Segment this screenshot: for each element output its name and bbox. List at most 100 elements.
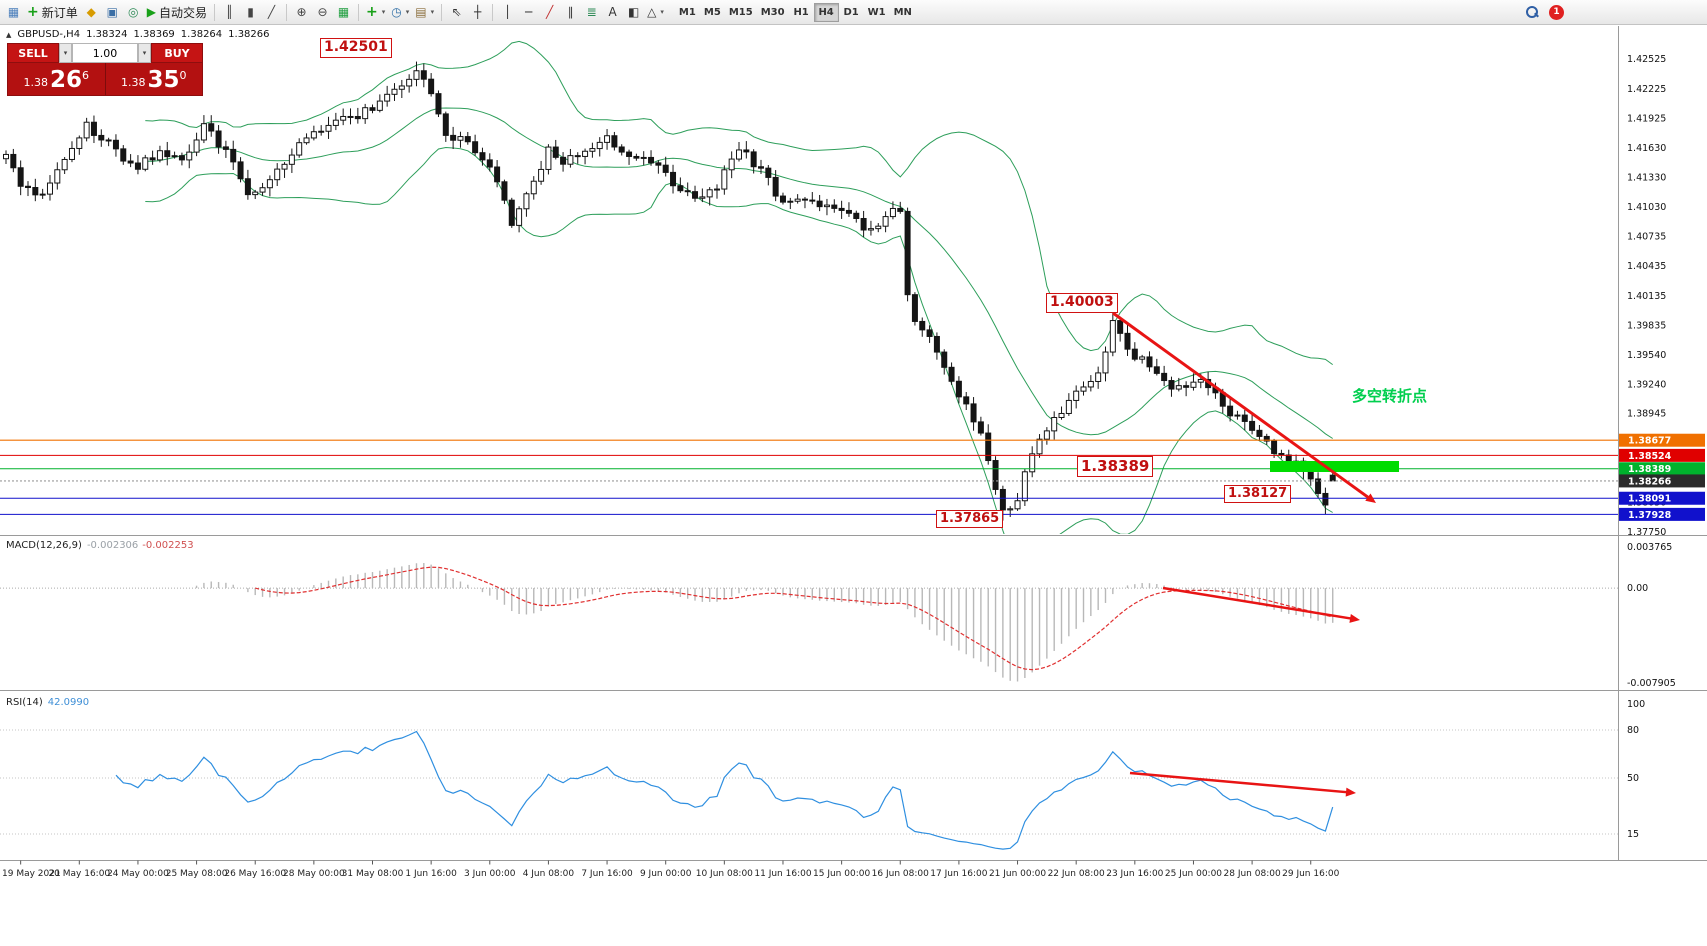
line-chart-icon[interactable]: ╱ <box>261 2 282 23</box>
volume-input[interactable] <box>72 43 138 63</box>
new-order-button[interactable]: + 新订单 <box>24 2 81 23</box>
vertical-line-icon-glyph: │ <box>503 5 512 19</box>
chart-annotation[interactable]: 多空转折点 <box>1352 387 1428 405</box>
y-axis-label: 1.38945 <box>1627 409 1666 420</box>
new-chart-icon[interactable]: ▦ <box>3 2 24 23</box>
horizontal-line-icon-glyph: ─ <box>524 5 533 19</box>
periods-icon[interactable]: ◷ ▾ <box>388 2 412 23</box>
market-watch-icon[interactable]: ◆ <box>81 2 102 23</box>
cursor-icon[interactable]: ⇖ <box>446 2 467 23</box>
symbol-info: ▲ GBPUSD-,H4 1.38324 1.38369 1.38264 1.3… <box>6 29 270 40</box>
time-axis-label: 26 May 16:00 <box>224 869 286 879</box>
channel-icon[interactable]: ∥ <box>560 2 581 23</box>
timeframe-w1[interactable]: W1 <box>867 6 886 18</box>
templates-icon[interactable]: ▤ ▾ <box>412 2 437 23</box>
time-axis-label: 24 May 00:00 <box>107 869 169 879</box>
navigator-icon[interactable]: ▣ <box>102 2 123 23</box>
vertical-line-icon[interactable]: │ <box>497 2 518 23</box>
search-button[interactable] <box>1522 2 1543 23</box>
crosshair-icon[interactable]: ┼ <box>467 2 488 23</box>
time-axis-label: 29 Jun 16:00 <box>1282 869 1339 879</box>
notification-badge[interactable]: 1 <box>1549 4 1564 20</box>
autotrade-button-label: 自动交易 <box>158 5 207 20</box>
candlestick-chart-icon[interactable]: ▮ <box>240 2 261 23</box>
macd-label: MACD(12,26,9) -0.002306 -0.002253 <box>6 540 194 551</box>
buy-price[interactable]: 1.38 35 0 <box>106 63 203 95</box>
price-row: 1.38 26 6 1.38 35 0 <box>7 63 203 96</box>
sell-price[interactable]: 1.38 26 6 <box>8 63 105 95</box>
svg-text:1.38091: 1.38091 <box>1628 494 1671 505</box>
sell-button[interactable]: SELL <box>7 43 59 63</box>
price-callout[interactable]: 1.42501 <box>320 38 392 58</box>
timeframe-d1[interactable]: D1 <box>843 6 859 18</box>
label-icon[interactable]: ◧ <box>623 2 644 23</box>
ohlc-close: 1.38266 <box>228 29 270 40</box>
indicators-add-icon[interactable]: + ▾ <box>363 2 388 23</box>
price-tag: 1.38389 <box>1619 462 1705 476</box>
timeframe-m5[interactable]: M5 <box>703 6 721 18</box>
market-watch-icon-glyph: ◆ <box>86 5 96 19</box>
zoom-out-icon[interactable]: ⊖ <box>312 2 333 23</box>
zoom-in-icon-glyph: ⊕ <box>296 5 307 19</box>
buy-price-prefix: 1.38 <box>120 76 146 89</box>
highlight-zone[interactable] <box>1270 461 1399 472</box>
price-callout[interactable]: 1.38389 <box>1077 456 1154 477</box>
buy-button[interactable]: BUY <box>151 43 203 63</box>
rsi-axis-label: 50 <box>1627 773 1639 784</box>
zoom-in-icon[interactable]: ⊕ <box>291 2 312 23</box>
svg-text:1.38266: 1.38266 <box>1628 476 1672 487</box>
timeframe-m15[interactable]: M15 <box>728 6 753 18</box>
tile-windows-icon[interactable]: ▦ <box>333 2 354 23</box>
time-axis-label: 31 May 08:00 <box>342 869 404 879</box>
ohlc-low: 1.38264 <box>180 29 223 40</box>
trendline-icon[interactable]: ╱ <box>539 2 560 23</box>
svg-text:1.38524: 1.38524 <box>1628 451 1672 462</box>
fibonacci-icon[interactable]: ≣ <box>581 2 602 23</box>
shapes-icon[interactable]: △ ▾ <box>644 2 667 23</box>
bar-chart-icon[interactable]: ║ <box>219 2 240 23</box>
rsi-value: 42.0990 <box>47 697 90 708</box>
search-icon <box>1526 5 1539 19</box>
timeframe-mn[interactable]: MN <box>893 6 912 18</box>
periods-icon-glyph: ◷ <box>391 5 402 19</box>
trade-row: SELL ▾ ▾ BUY <box>7 43 203 63</box>
price-tag: 1.38677 <box>1619 433 1705 447</box>
navigator-icon-glyph: ▣ <box>106 5 118 19</box>
sell-caret-button[interactable]: ▾ <box>59 43 72 63</box>
price-callout[interactable]: 1.38127 <box>1224 485 1292 504</box>
trend-arrow[interactable] <box>1112 311 1376 503</box>
autotrade-button[interactable]: ▶ 自动交易 <box>144 2 210 23</box>
time-axis-label: 7 Jun 16:00 <box>581 869 633 879</box>
horizontal-line-icon[interactable]: ─ <box>518 2 539 23</box>
buy-caret-button[interactable]: ▾ <box>138 43 151 63</box>
rsi-line <box>115 730 1334 850</box>
macd-trend-arrow[interactable] <box>1162 586 1360 623</box>
timeframe-m1[interactable]: M1 <box>678 6 696 18</box>
price-tag: 1.37928 <box>1619 507 1705 521</box>
collapse-icon[interactable]: ▲ <box>6 30 12 39</box>
bollinger-lower-band <box>145 146 1333 534</box>
time-axis-label: 25 May 08:00 <box>166 869 228 879</box>
time-axis-label: 28 Jun 08:00 <box>1224 869 1281 879</box>
toolbar-right-group: 1 <box>1522 2 1564 23</box>
time-axis-label: 17 Jun 16:00 <box>930 869 987 879</box>
timeframe-h1[interactable]: H1 <box>793 6 809 18</box>
price-callout[interactable]: 1.40003 <box>1046 293 1118 313</box>
price-tag: 1.38266 <box>1619 474 1705 488</box>
timeframe-m30[interactable]: M30 <box>760 6 785 18</box>
toolbar-separator <box>214 3 215 21</box>
price-callout[interactable]: 1.37865 <box>936 510 1004 529</box>
timeframe-h4[interactable]: H4 <box>813 2 839 22</box>
text-icon[interactable]: A <box>602 2 623 23</box>
y-axis-label: 1.37750 <box>1627 527 1666 538</box>
candlestick-chart-icon-glyph: ▮ <box>247 5 254 19</box>
y-axis-label: 1.40735 <box>1627 231 1666 242</box>
rsi-trend-arrow[interactable] <box>1129 771 1356 797</box>
y-axis-label: 1.39835 <box>1627 321 1666 332</box>
label-icon-glyph: ◧ <box>627 5 640 19</box>
toolbar-separator <box>441 3 443 21</box>
svg-text:1.38389: 1.38389 <box>1628 464 1671 475</box>
terminal-icon[interactable]: ◎ <box>123 2 144 23</box>
